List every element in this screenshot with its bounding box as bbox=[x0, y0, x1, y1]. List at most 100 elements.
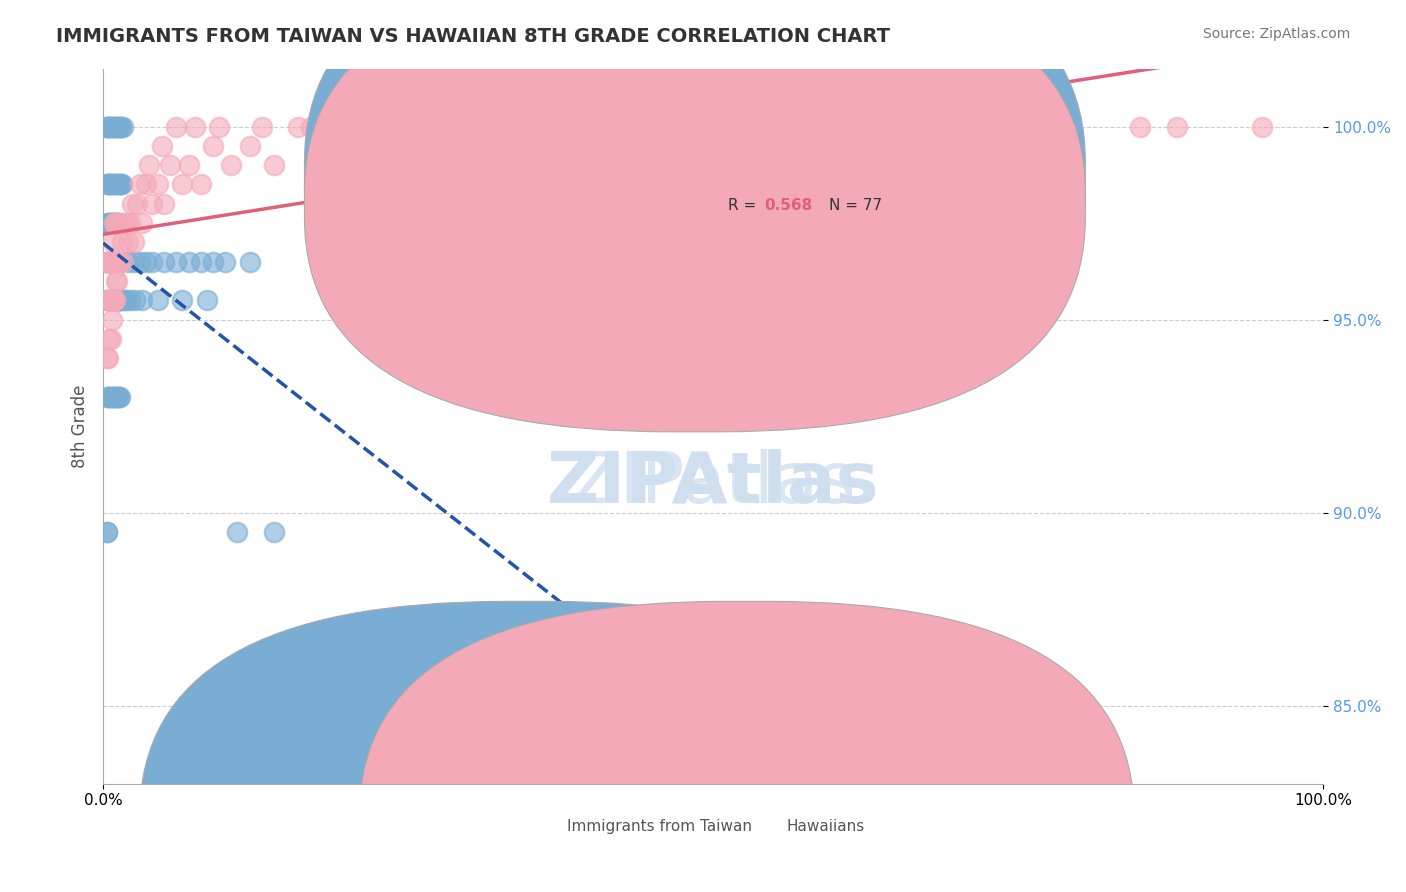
Point bbox=[100, 216, 122, 230]
Point bbox=[100, 178, 122, 192]
Point bbox=[104, 255, 127, 269]
Point bbox=[104, 390, 127, 404]
Point bbox=[100, 293, 122, 308]
Point bbox=[122, 255, 145, 269]
Point bbox=[131, 293, 153, 308]
Point bbox=[97, 120, 120, 134]
Point bbox=[100, 255, 122, 269]
Text: 0.568: 0.568 bbox=[765, 198, 813, 213]
Point bbox=[110, 178, 132, 192]
Point bbox=[146, 293, 169, 308]
Point bbox=[1007, 120, 1029, 134]
Point bbox=[108, 390, 131, 404]
Point bbox=[172, 293, 194, 308]
Point bbox=[103, 293, 125, 308]
Point bbox=[105, 390, 128, 404]
Point bbox=[128, 178, 150, 192]
Point bbox=[263, 158, 285, 172]
Point bbox=[214, 255, 236, 269]
Point bbox=[107, 178, 129, 192]
Point bbox=[373, 120, 395, 134]
Point bbox=[108, 255, 131, 269]
Point bbox=[96, 293, 118, 308]
Point bbox=[107, 216, 129, 230]
Point bbox=[104, 216, 127, 230]
Point bbox=[101, 390, 124, 404]
Point bbox=[824, 120, 846, 134]
Text: Immigrants from Taiwan: Immigrants from Taiwan bbox=[567, 819, 752, 834]
Point bbox=[103, 293, 125, 308]
Point bbox=[117, 235, 139, 250]
Point bbox=[190, 255, 212, 269]
Point bbox=[101, 293, 124, 308]
Point bbox=[219, 158, 242, 172]
Point bbox=[100, 178, 122, 192]
Text: ZIPatlas: ZIPatlas bbox=[571, 449, 856, 518]
Point bbox=[98, 120, 121, 134]
Point bbox=[470, 120, 492, 134]
FancyBboxPatch shape bbox=[360, 601, 1135, 892]
Point bbox=[165, 255, 187, 269]
Point bbox=[104, 293, 127, 308]
Point bbox=[110, 120, 132, 134]
Point bbox=[105, 178, 128, 192]
Point bbox=[1251, 120, 1274, 134]
Point bbox=[104, 216, 127, 230]
Point bbox=[110, 293, 132, 308]
Point bbox=[108, 178, 131, 192]
Point bbox=[96, 120, 118, 134]
Point bbox=[104, 178, 127, 192]
Text: R =: R = bbox=[728, 167, 761, 182]
Point bbox=[98, 178, 121, 192]
Point bbox=[201, 255, 224, 269]
Point bbox=[103, 216, 125, 230]
Point bbox=[1129, 120, 1152, 134]
Point bbox=[101, 390, 124, 404]
Point bbox=[250, 120, 273, 134]
Point bbox=[107, 120, 129, 134]
FancyBboxPatch shape bbox=[305, 0, 1085, 432]
Text: N = 77: N = 77 bbox=[830, 198, 882, 213]
Point bbox=[96, 178, 118, 192]
Point bbox=[105, 293, 128, 308]
Point bbox=[201, 138, 224, 153]
Point bbox=[107, 293, 129, 308]
Point bbox=[103, 216, 125, 230]
Point bbox=[115, 293, 138, 308]
Point bbox=[135, 178, 157, 192]
Point bbox=[159, 158, 181, 172]
Point bbox=[190, 178, 212, 192]
Point bbox=[150, 138, 173, 153]
Point bbox=[111, 120, 134, 134]
Point bbox=[101, 313, 124, 327]
Point bbox=[98, 255, 121, 269]
Point bbox=[118, 293, 141, 308]
Point bbox=[108, 293, 131, 308]
Point bbox=[641, 120, 664, 134]
Point bbox=[605, 120, 627, 134]
Point bbox=[101, 178, 124, 192]
Point bbox=[165, 120, 187, 134]
Point bbox=[519, 120, 541, 134]
Point bbox=[208, 120, 231, 134]
Point bbox=[97, 293, 120, 308]
Point bbox=[97, 255, 120, 269]
Point bbox=[100, 255, 122, 269]
Point bbox=[238, 255, 260, 269]
Point bbox=[97, 293, 120, 308]
Point bbox=[100, 332, 122, 346]
Point bbox=[96, 525, 118, 540]
Point bbox=[101, 293, 124, 308]
Point bbox=[946, 120, 969, 134]
Point bbox=[101, 120, 124, 134]
Text: ZIPAtlas: ZIPAtlas bbox=[547, 449, 880, 518]
Point bbox=[263, 525, 285, 540]
Point bbox=[117, 255, 139, 269]
Point bbox=[177, 158, 200, 172]
Point bbox=[579, 120, 602, 134]
Point bbox=[97, 390, 120, 404]
Point bbox=[172, 178, 194, 192]
Point bbox=[98, 216, 121, 230]
Point bbox=[105, 120, 128, 134]
Point bbox=[96, 255, 118, 269]
